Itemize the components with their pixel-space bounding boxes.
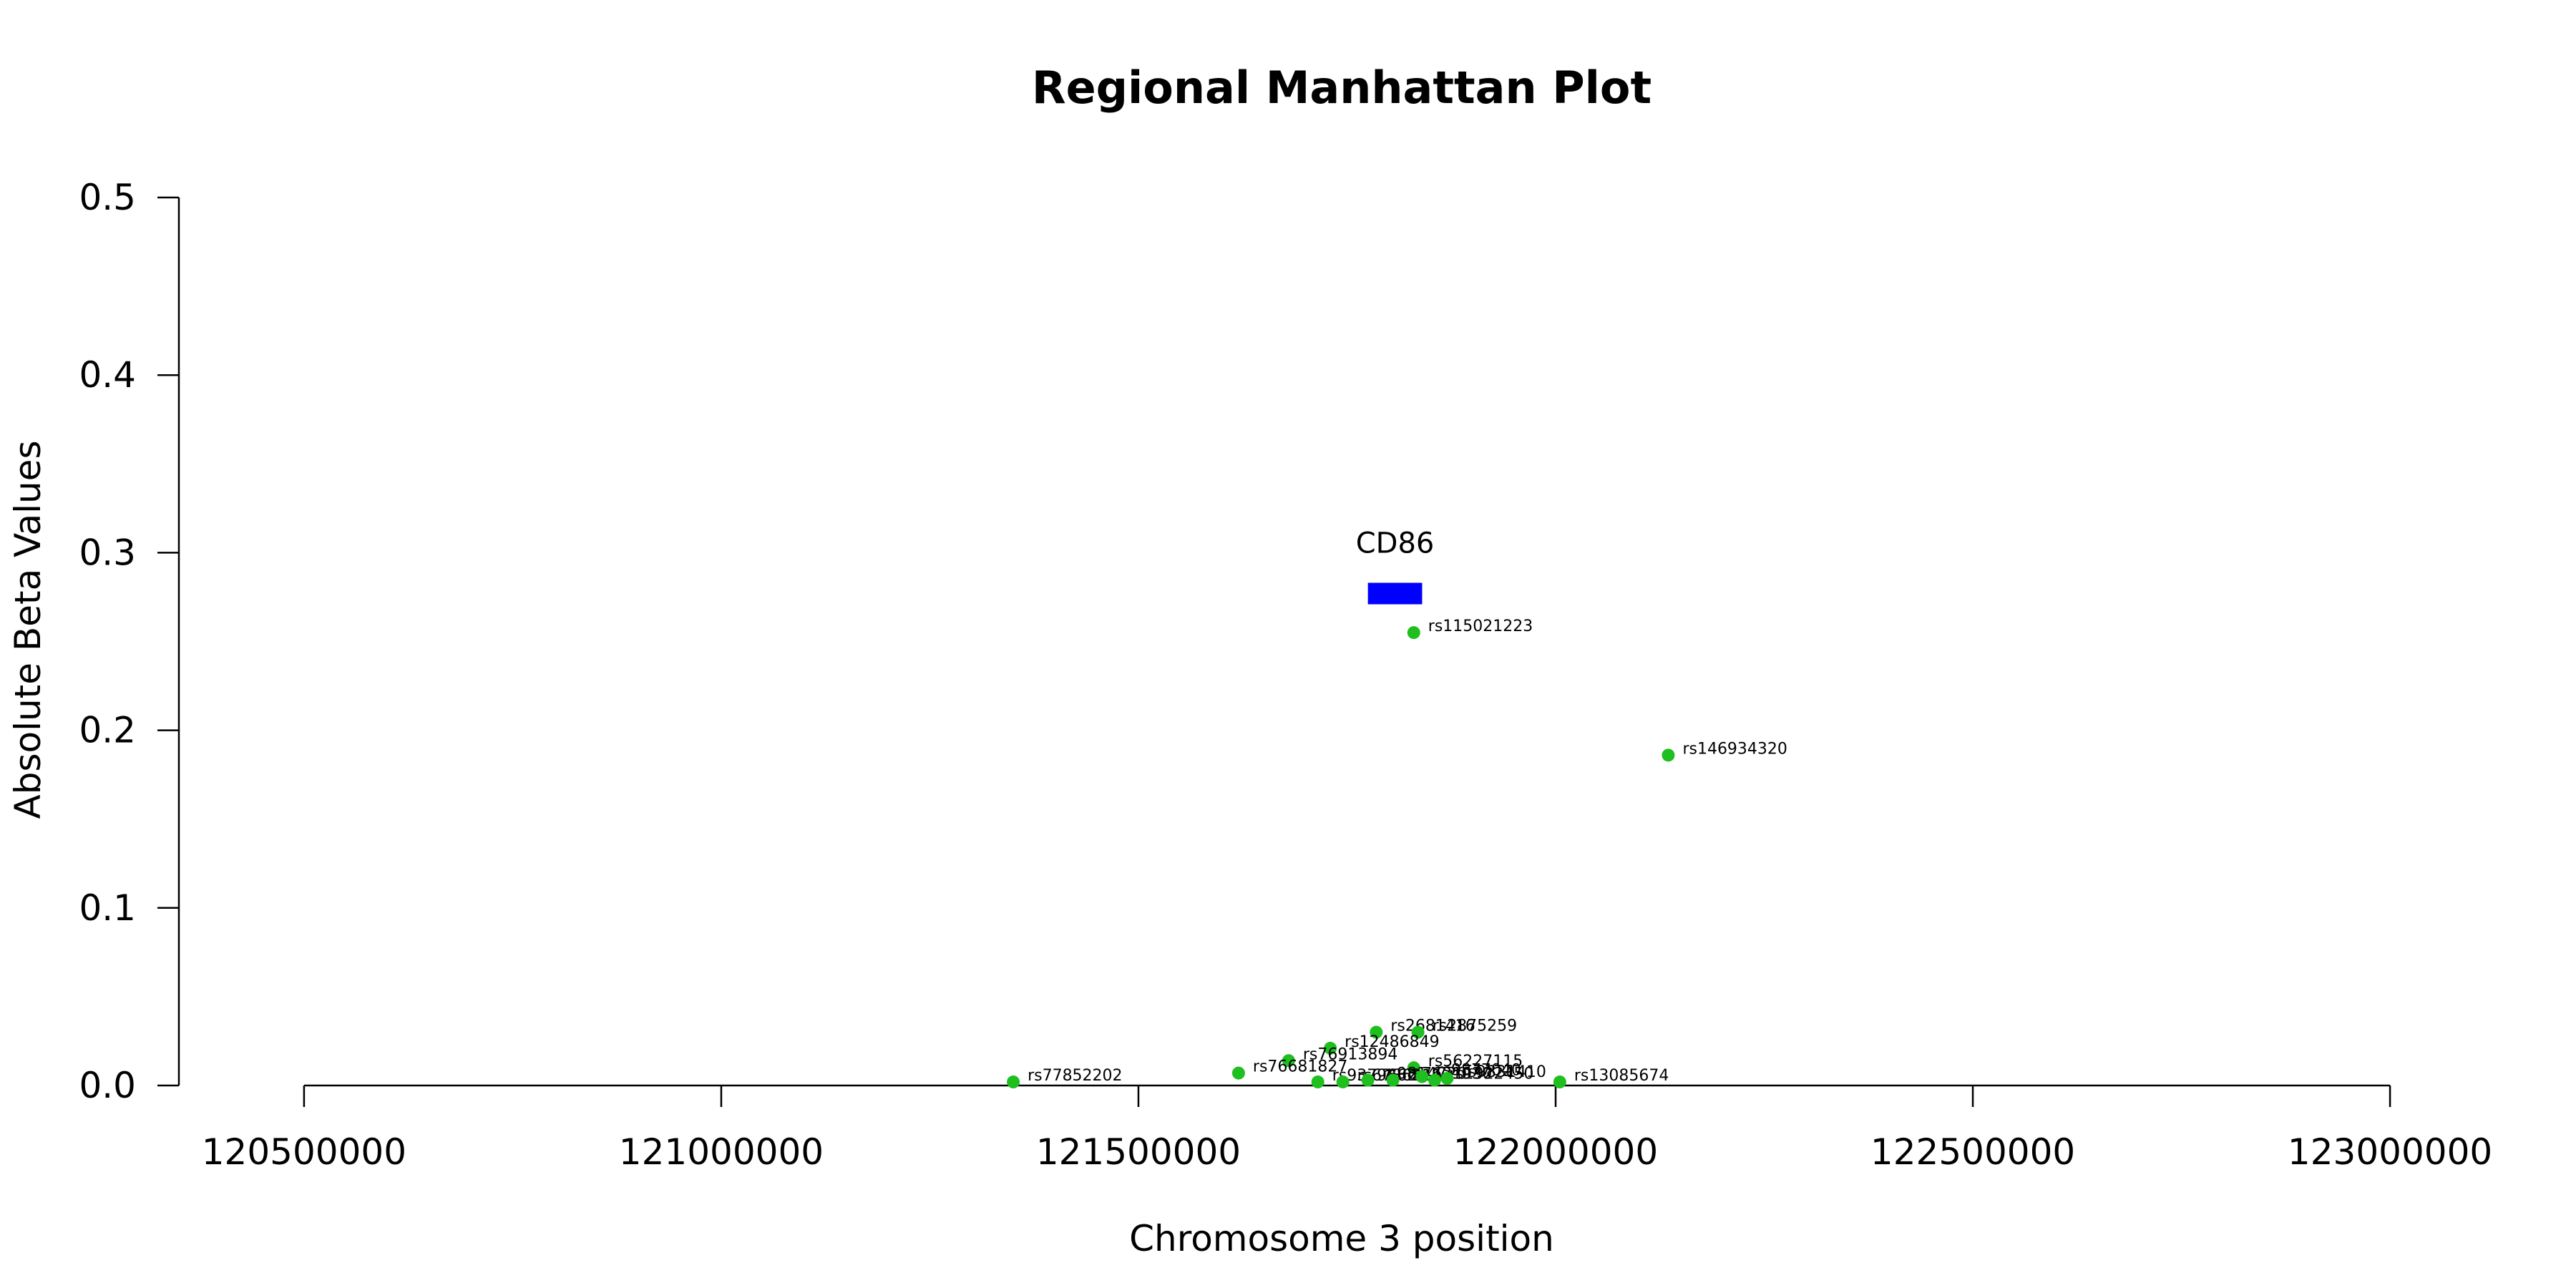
snp-label: rs76681827 (1253, 1058, 1347, 1076)
snp-point (1231, 1066, 1245, 1080)
snp-label: rs115021223 (1428, 618, 1533, 635)
x-tick-label: 122500000 (1870, 1131, 2075, 1173)
chart-title: Regional Manhattan Plot (1032, 62, 1652, 114)
snp-label: rs2681416 (1390, 1018, 1475, 1035)
snp-point (1415, 1070, 1429, 1083)
x-tick-label: 121000000 (619, 1131, 824, 1173)
snp-label: rs12486849 (1345, 1033, 1439, 1051)
snp-label: rs76913894 (1303, 1045, 1397, 1063)
x-tick-label: 122000000 (1453, 1131, 1658, 1173)
snp-label: rs77852202 (1028, 1067, 1122, 1085)
y-tick-label: 0.4 (79, 354, 136, 396)
snp-label: rs146934320 (1682, 740, 1787, 758)
snp-point (1361, 1073, 1375, 1087)
snp-point (1411, 1025, 1425, 1039)
snp-point (1662, 748, 1675, 762)
snp-label: rs2875259 (1433, 1018, 1518, 1035)
snp-point (1440, 1072, 1454, 1085)
snp-label: rs56227115 (1428, 1053, 1523, 1070)
snp-label: rs13085674 (1574, 1067, 1669, 1085)
snp-label: rs1922450 (1449, 1065, 1534, 1083)
x-tick-label: 123000000 (2288, 1131, 2492, 1173)
snp-point (1553, 1075, 1566, 1089)
gene-label: CD86 (1356, 527, 1435, 560)
snp-point (1386, 1073, 1400, 1087)
snp-point (1007, 1075, 1020, 1089)
x-axis-label: Chromosome 3 position (1129, 1218, 1554, 1259)
x-tick-label: 120500000 (202, 1131, 406, 1173)
snp-point (1370, 1025, 1383, 1039)
gene-layer: CD86 (1356, 527, 1435, 605)
y-tick-label: 0.3 (79, 532, 136, 573)
snp-point (1407, 626, 1420, 640)
points-layer: rs115021223 rs146934320 rs2681416rs2875259… (1007, 618, 1787, 1089)
snp-point (1336, 1075, 1350, 1089)
axes: 0.0 0.1 0.2 0.3 0.4 0.5 120500000 121000000 1215… (79, 177, 2492, 1173)
y-tick-label: 0.5 (79, 177, 136, 218)
x-tick-label: 121500000 (1036, 1131, 1241, 1173)
y-axis-label: Absolute Beta Values (7, 441, 49, 819)
y-tick-label: 0.0 (79, 1065, 136, 1106)
y-tick-label: 0.2 (79, 710, 136, 751)
snp-point (1311, 1075, 1324, 1089)
snp-label: rs9831410 (1461, 1063, 1546, 1081)
gene-bar (1367, 582, 1423, 605)
snp-point (1407, 1061, 1420, 1075)
snp-point (1324, 1041, 1337, 1055)
snp-point (1428, 1073, 1441, 1087)
y-tick-label: 0.1 (79, 887, 136, 929)
snp-point (1282, 1054, 1295, 1068)
